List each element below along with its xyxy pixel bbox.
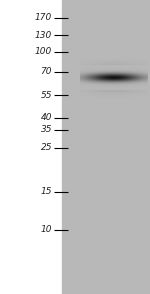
Bar	[62, 0, 150, 294]
Text: 55: 55	[40, 91, 52, 99]
Text: 25: 25	[40, 143, 52, 153]
Bar	[0, 0, 62, 294]
Text: 40: 40	[40, 113, 52, 123]
Text: 15: 15	[40, 188, 52, 196]
Text: 170: 170	[35, 14, 52, 23]
Text: 100: 100	[35, 48, 52, 56]
Text: 10: 10	[40, 225, 52, 235]
Text: 70: 70	[40, 68, 52, 76]
Text: 130: 130	[35, 31, 52, 39]
Text: 35: 35	[40, 126, 52, 134]
